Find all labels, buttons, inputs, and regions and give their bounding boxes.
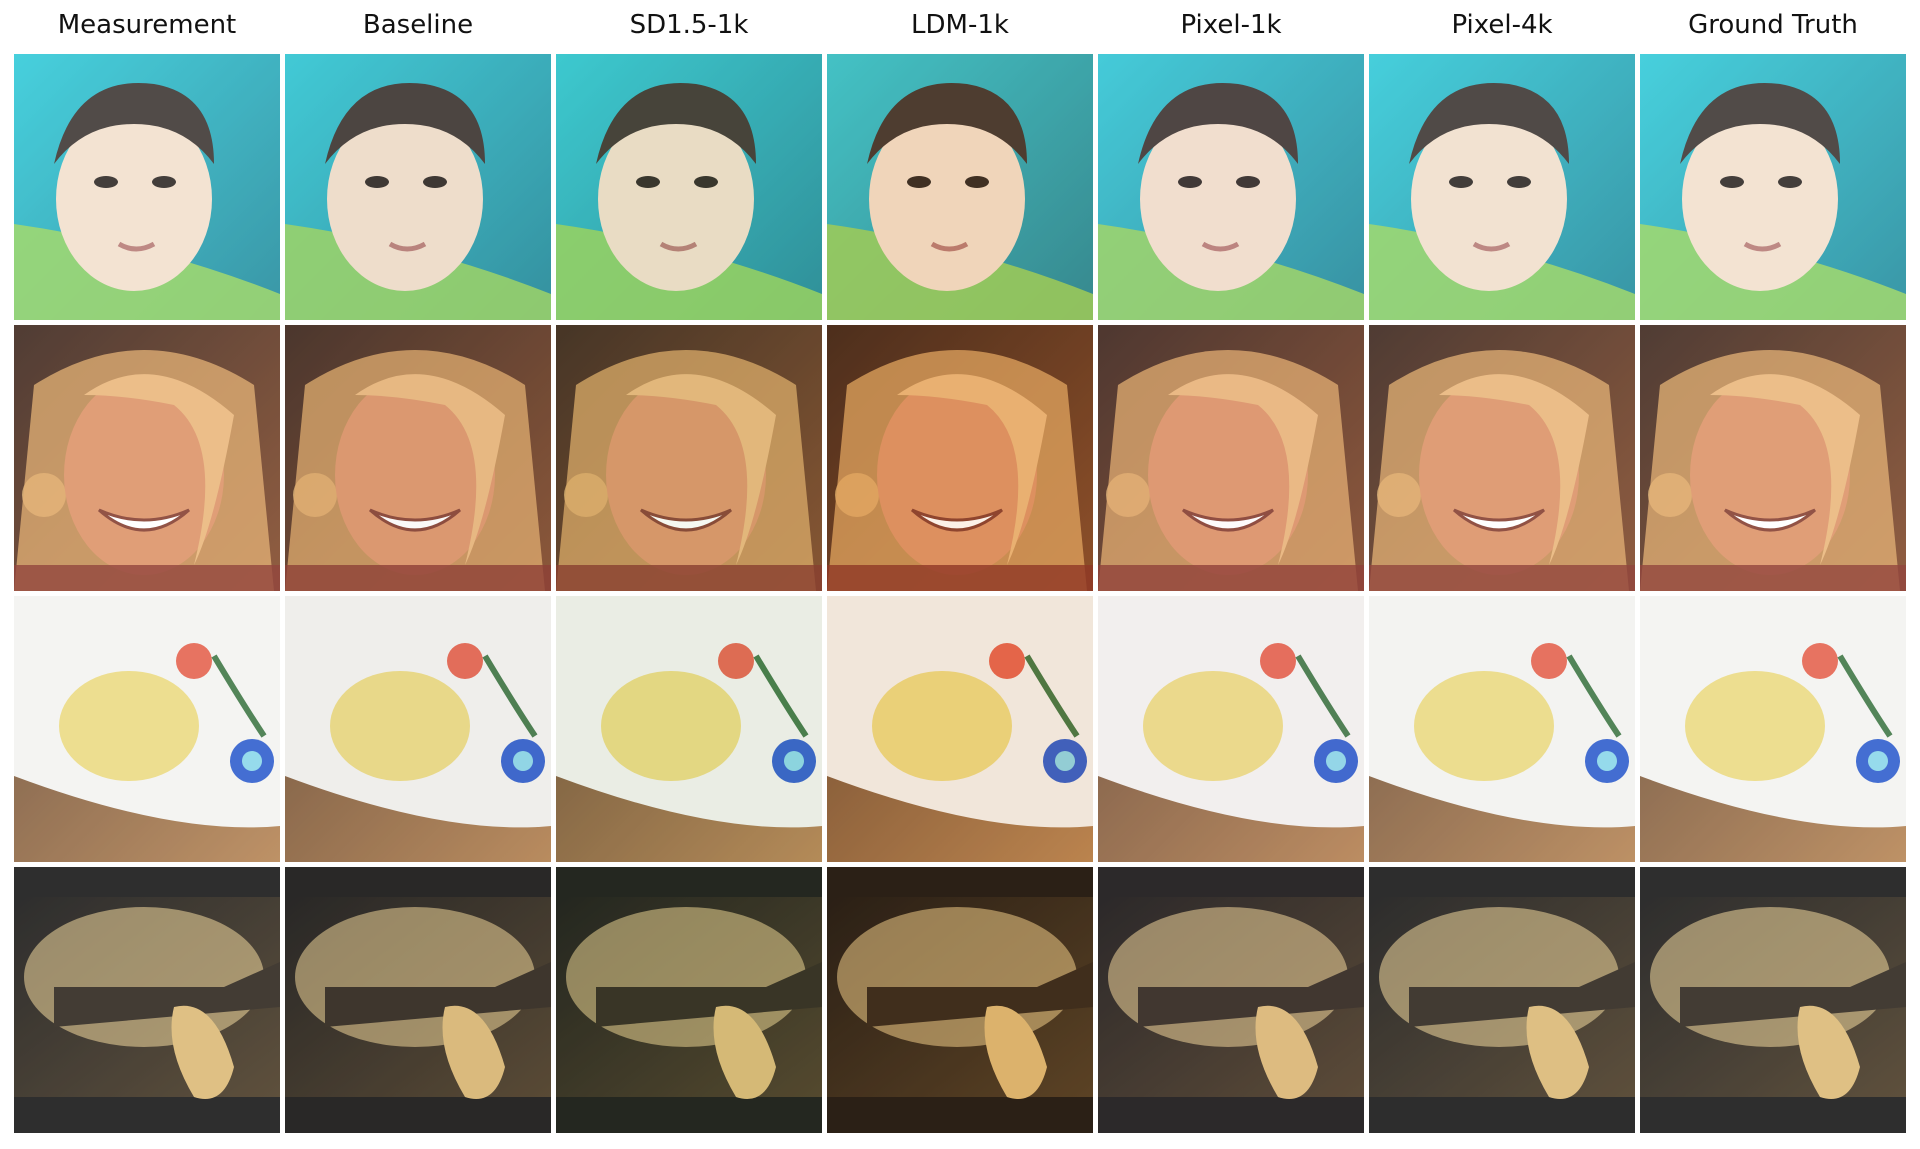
image-spaghetti-plate-measurement: [14, 596, 280, 862]
image-spaghetti-plate-ldm-1k: [827, 596, 1093, 862]
column-header-ldm-1k: LDM-1k: [827, 8, 1093, 42]
image-smiling-woman-baseline: [285, 325, 551, 591]
column-header-pixel-4k: Pixel-4k: [1369, 8, 1635, 42]
image-spaghetti-plate-pixel-4k: [1369, 596, 1635, 862]
image-blade-closeup-baseline: [285, 867, 551, 1133]
image-smiling-woman-sd15-1k: [556, 325, 822, 591]
image-baby-face-ldm-1k: [827, 54, 1093, 320]
image-spaghetti-plate-baseline: [285, 596, 551, 862]
image-baby-face-ground-truth: [1640, 54, 1906, 320]
image-spaghetti-plate-ground-truth: [1640, 596, 1906, 862]
column-header-pixel-1k: Pixel-1k: [1098, 8, 1364, 42]
image-smiling-woman-pixel-4k: [1369, 325, 1635, 591]
image-baby-face-pixel-4k: [1369, 54, 1635, 320]
image-smiling-woman-ldm-1k: [827, 325, 1093, 591]
image-smiling-woman-measurement: [14, 325, 280, 591]
image-spaghetti-plate-sd15-1k: [556, 596, 822, 862]
image-spaghetti-plate-pixel-1k: [1098, 596, 1364, 862]
image-blade-closeup-ldm-1k: [827, 867, 1093, 1133]
column-header-measurement: Measurement: [14, 8, 280, 42]
image-smiling-woman-ground-truth: [1640, 325, 1906, 591]
column-header-sd15-1k: SD1.5-1k: [556, 8, 822, 42]
image-baby-face-sd15-1k: [556, 54, 822, 320]
image-baby-face-baseline: [285, 54, 551, 320]
image-blade-closeup-pixel-1k: [1098, 867, 1364, 1133]
image-baby-face-pixel-1k: [1098, 54, 1364, 320]
image-blade-closeup-pixel-4k: [1369, 867, 1635, 1133]
image-blade-closeup-measurement: [14, 867, 280, 1133]
image-baby-face-measurement: [14, 54, 280, 320]
column-header-baseline: Baseline: [285, 8, 551, 42]
image-blade-closeup-sd15-1k: [556, 867, 822, 1133]
column-header-ground-truth: Ground Truth: [1640, 8, 1906, 42]
image-smiling-woman-pixel-1k: [1098, 325, 1364, 591]
image-blade-closeup-ground-truth: [1640, 867, 1906, 1133]
